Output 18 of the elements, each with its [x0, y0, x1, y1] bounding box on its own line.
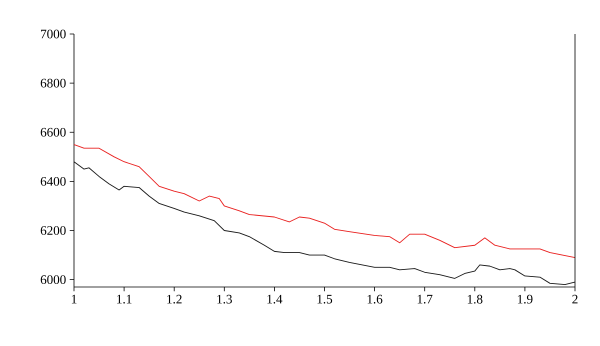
line-series: [74, 161, 576, 285]
x-tick-label: 1.8: [468, 294, 482, 304]
x-tick-label: 1.1: [117, 294, 132, 304]
y-tick-label: 6400: [40, 176, 66, 186]
x-tick-label: 2: [572, 294, 578, 304]
x-tick-label: 1.2: [167, 294, 182, 304]
x-tick-label: 1.6: [368, 294, 382, 304]
x-tick-label: 1.3: [217, 294, 232, 304]
x-tick-label: 1.5: [318, 294, 332, 304]
x-tick-label: 1.7: [418, 294, 432, 304]
y-tick-label: 6000: [40, 275, 66, 284]
x-tick-label: 1: [72, 294, 76, 304]
y-tick-label: 7000: [41, 30, 66, 38]
y-tick-label: 6200: [40, 226, 66, 235]
x-tick-label: 1.9: [518, 294, 532, 304]
x-tick-label: 1.4: [267, 294, 282, 304]
y-tick-label: 6800: [40, 78, 66, 88]
y-tick-label: 6600: [40, 128, 66, 137]
